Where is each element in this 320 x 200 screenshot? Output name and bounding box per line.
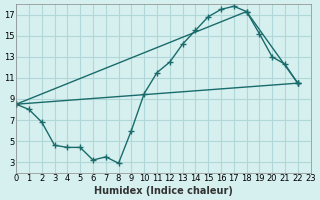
X-axis label: Humidex (Indice chaleur): Humidex (Indice chaleur): [94, 186, 233, 196]
